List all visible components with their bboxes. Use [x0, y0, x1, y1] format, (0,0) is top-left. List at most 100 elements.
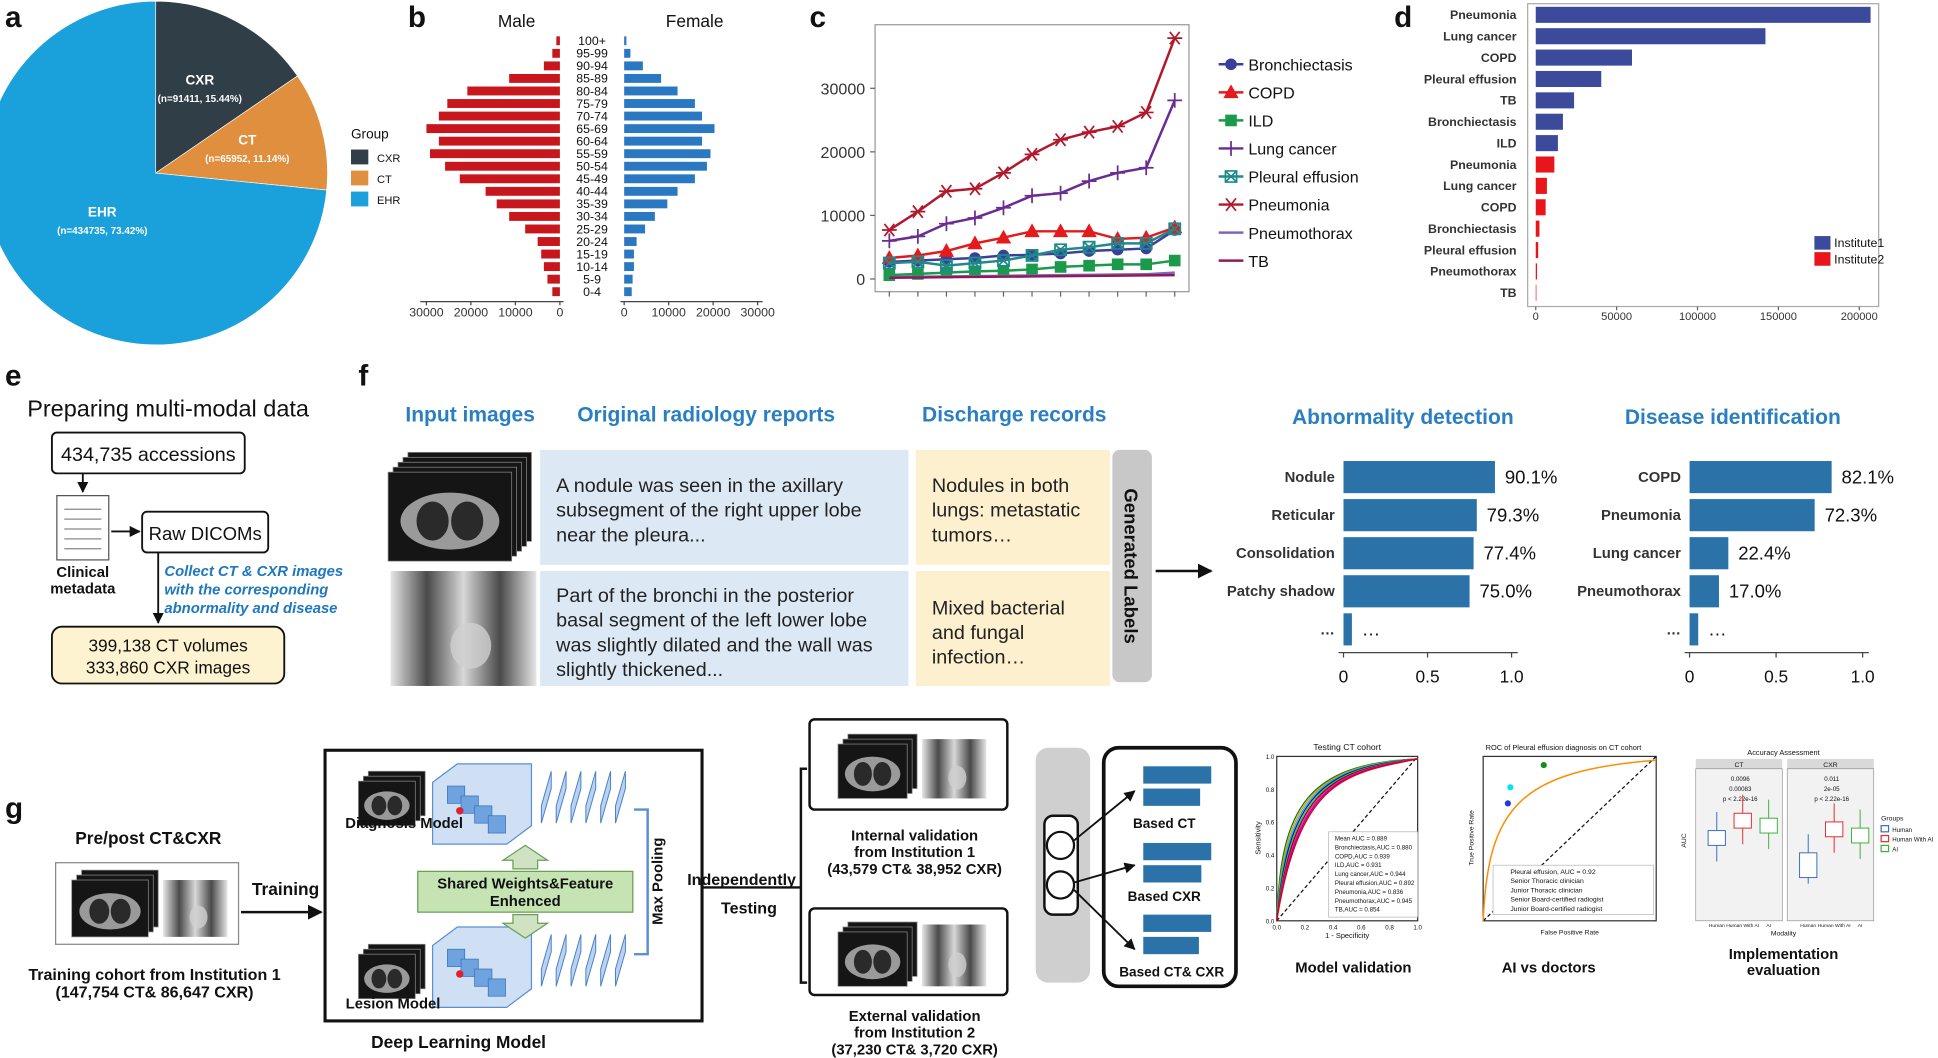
bar — [624, 111, 703, 121]
mini-legend: Senior Thoracic clinician — [1510, 878, 1584, 885]
x-tick-label: 0 — [1339, 666, 1349, 686]
mini-legend: Mean AUC = 0.889 — [1335, 835, 1388, 842]
note: Collect CT & CXR images — [164, 564, 343, 580]
layer — [540, 771, 552, 824]
legend-label: CT — [377, 174, 392, 186]
mini-legend: Pneumothorax,AUC = 0.945 — [1335, 898, 1413, 905]
report-text: basal segment of the left lower lobe — [556, 610, 867, 632]
y-tick-label: ILD — [1497, 136, 1517, 150]
plot-frame — [1527, 3, 1880, 308]
box-label: Enhenced — [490, 894, 561, 910]
bar — [1535, 135, 1558, 152]
category-label: … — [1320, 622, 1335, 638]
marker — [1110, 165, 1126, 181]
value-label: … — [1708, 619, 1727, 640]
bar — [624, 86, 678, 96]
vertical-label: Generated Labels — [1121, 488, 1142, 643]
marker — [882, 256, 896, 270]
bar — [1535, 263, 1538, 280]
ct-lung — [416, 501, 449, 541]
bar — [426, 124, 560, 134]
slice-name: CT — [238, 133, 257, 148]
caption: Deep Learning Model — [371, 1032, 546, 1052]
bar — [624, 161, 707, 171]
note: abnormality and disease — [164, 601, 337, 617]
legend-title: Group — [351, 126, 389, 141]
marker — [995, 229, 1012, 244]
box — [1707, 830, 1726, 846]
result-label: Based CT& CXR — [1119, 964, 1224, 979]
bar — [485, 186, 560, 196]
p-value: p < 2.22e-16 — [1814, 796, 1849, 803]
legend-label: CXR — [377, 153, 400, 165]
panel-label: g — [5, 792, 23, 825]
p-value: p < 2.22e-16 — [1723, 796, 1758, 803]
value-label: 22.4% — [1738, 542, 1791, 563]
result-box — [1101, 745, 1238, 989]
marker — [967, 210, 983, 226]
bar — [556, 36, 560, 46]
mini-legend: Lung cancer,AUC = 0.944 — [1335, 871, 1406, 878]
ct-lung — [451, 501, 484, 541]
age-label: 40-44 — [576, 185, 608, 199]
reader-point — [1540, 761, 1547, 769]
marker — [1110, 119, 1126, 134]
mini-tick: 1.0 — [1413, 924, 1422, 931]
ct-lung — [853, 762, 872, 786]
age-label: 55-59 — [576, 147, 608, 161]
feature-voxel — [487, 815, 506, 834]
discharge-text: Mixed bacterial — [932, 597, 1065, 619]
caption: (37,230 CT& 3,720 CXR) — [831, 1042, 998, 1058]
x-tick-label: 0.5 — [1764, 666, 1788, 686]
bar — [552, 48, 560, 58]
marker — [1225, 58, 1237, 71]
arrow-label: Training — [252, 879, 319, 899]
bar — [624, 73, 662, 83]
discharge-box — [915, 571, 1110, 686]
x-tick-label: 1.0 — [1851, 666, 1875, 686]
ct-lung — [371, 968, 387, 989]
mini-tick: 0.2 — [1266, 885, 1275, 892]
bar — [1689, 461, 1832, 494]
reader-point — [1504, 800, 1511, 807]
mini-axis-label: Sensitivity — [1254, 821, 1263, 855]
category-label: Patchy shadow — [1227, 584, 1335, 600]
model-box — [323, 748, 704, 1023]
bar — [624, 124, 715, 134]
bar — [1535, 6, 1871, 23]
x-tick-label: 20000 — [454, 305, 488, 319]
ct-lung — [387, 795, 403, 816]
arrow-label: Independently — [687, 871, 796, 889]
mini-legend: ILD,AUC = 0.931 — [1335, 862, 1382, 869]
caption: Model validation — [1295, 961, 1411, 977]
ct-body — [364, 964, 410, 993]
note: with the corresponding — [164, 583, 328, 599]
facet-strip — [1695, 758, 1783, 769]
ct-lung — [110, 898, 131, 924]
bracket — [634, 808, 649, 956]
mini-legend: Bronchiectasis,AUC = 0.880 — [1335, 844, 1413, 851]
marker — [1024, 223, 1040, 238]
chart-title: Disease identification — [1625, 406, 1841, 429]
value-label: 79.3% — [1487, 504, 1540, 525]
age-label: 95-99 — [576, 47, 608, 61]
bar — [624, 211, 655, 221]
box — [1850, 827, 1870, 844]
xray-heart — [189, 905, 208, 929]
marker — [967, 182, 983, 196]
marker — [938, 184, 954, 198]
marker — [938, 216, 954, 232]
bar — [624, 186, 678, 196]
column-header: Original radiology reports — [577, 403, 835, 426]
mini-axis-label: True Positive Rate — [1468, 810, 1475, 866]
marker — [1168, 222, 1182, 236]
caption: (43,579 CT& 38,952 CXR) — [827, 862, 1002, 878]
layer — [570, 934, 582, 987]
marker — [967, 235, 983, 250]
bar — [1535, 70, 1602, 88]
category-label: COPD — [1638, 470, 1681, 486]
caption: from Institution 1 — [854, 845, 975, 861]
bar — [1689, 613, 1699, 646]
bar — [438, 136, 560, 146]
marker — [881, 233, 897, 249]
